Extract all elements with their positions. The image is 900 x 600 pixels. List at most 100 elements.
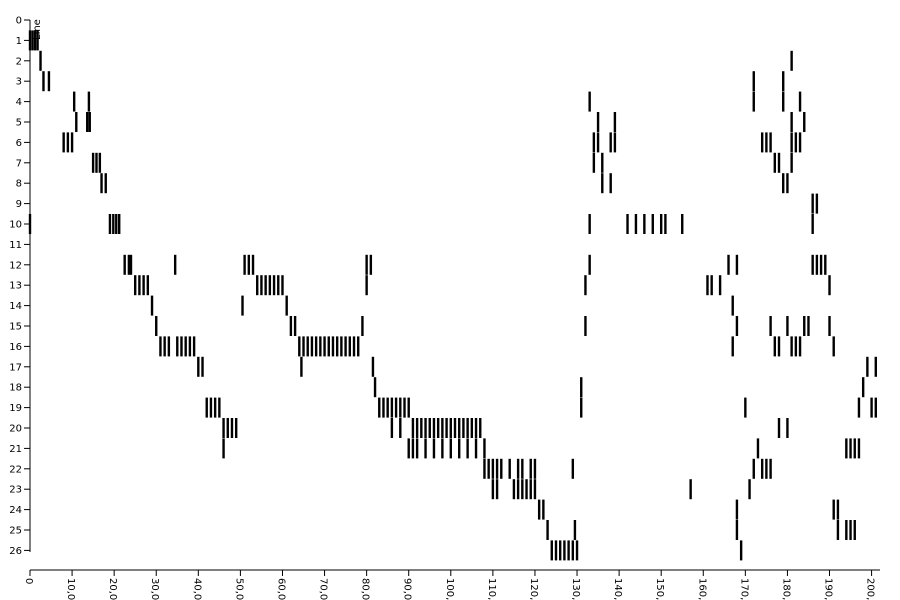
data-point — [786, 316, 789, 336]
data-point — [689, 479, 692, 500]
data-point — [819, 254, 823, 275]
y-tick-label: 5 — [16, 118, 22, 129]
y-tick-label: 4 — [16, 97, 22, 108]
data-point — [281, 275, 284, 296]
data-point — [98, 152, 102, 173]
data-point — [786, 418, 789, 438]
data-point — [293, 316, 297, 336]
data-point — [180, 336, 183, 357]
data-point — [853, 520, 856, 540]
y-tick-label: 3 — [16, 77, 22, 88]
data-point — [735, 520, 739, 540]
data-point — [390, 397, 394, 418]
data-point — [159, 336, 162, 357]
data-point — [815, 254, 819, 275]
data-point — [378, 397, 381, 418]
data-point — [407, 438, 410, 459]
data-point — [601, 173, 604, 194]
x-tick-label: 100, — [444, 578, 455, 600]
data-point — [626, 214, 629, 234]
data-point — [773, 152, 777, 173]
data-point — [584, 316, 587, 336]
data-point — [382, 397, 385, 418]
data-point — [811, 214, 814, 234]
data-point — [241, 295, 244, 316]
data-point — [790, 50, 793, 71]
data-point — [357, 336, 360, 357]
data-point — [234, 418, 238, 438]
data-point — [735, 316, 739, 336]
data-point — [323, 336, 326, 357]
data-point — [72, 91, 76, 112]
data-point — [127, 254, 131, 275]
data-point — [512, 479, 516, 500]
data-point — [104, 173, 107, 194]
x-tick-label: 170, — [738, 578, 749, 600]
data-point — [264, 275, 267, 296]
x-tick-label: 40,0 — [191, 578, 202, 600]
data-point — [710, 275, 713, 296]
data-point — [521, 479, 524, 500]
data-point — [765, 132, 768, 153]
data-point — [205, 397, 208, 418]
data-point — [331, 336, 335, 357]
data-point — [483, 438, 486, 459]
data-point — [651, 214, 654, 234]
data-point — [575, 540, 579, 561]
data-point — [803, 316, 806, 336]
y-tick-label: 0 — [16, 16, 22, 27]
data-point — [592, 152, 596, 173]
data-point — [70, 132, 74, 153]
y-tick-label: 9 — [16, 199, 22, 210]
data-point — [773, 336, 777, 357]
data-point — [769, 132, 772, 153]
data-point — [765, 458, 768, 479]
data-point — [373, 377, 377, 398]
data-point — [424, 438, 427, 459]
data-point — [118, 214, 121, 234]
data-point — [491, 458, 495, 479]
data-point — [213, 397, 217, 418]
data-point — [479, 418, 482, 438]
data-point — [760, 132, 764, 153]
data-point — [348, 336, 352, 357]
y-tick-label: 2 — [16, 56, 22, 67]
data-point — [664, 214, 667, 234]
data-point — [86, 112, 89, 132]
y-tick-label: 24 — [9, 505, 22, 516]
data-point — [874, 397, 877, 418]
data-point — [251, 254, 255, 275]
data-point — [584, 275, 587, 296]
data-point — [230, 418, 234, 438]
data-point — [66, 132, 70, 153]
data-point — [731, 295, 734, 316]
data-point — [352, 336, 356, 357]
data-point — [441, 438, 444, 459]
data-point — [596, 132, 600, 153]
data-point — [453, 418, 457, 438]
data-point — [146, 275, 150, 296]
data-point — [550, 540, 553, 561]
y-tick-label: 20 — [9, 424, 22, 435]
data-point — [706, 275, 709, 296]
data-point — [516, 479, 520, 500]
data-point — [596, 112, 600, 132]
data-point — [777, 152, 781, 173]
data-point — [243, 254, 246, 275]
data-point — [466, 418, 469, 438]
data-point — [861, 377, 865, 398]
data-point — [399, 418, 402, 438]
data-point — [533, 479, 537, 500]
data-point — [209, 397, 213, 418]
data-point — [390, 418, 394, 438]
data-point — [365, 275, 368, 296]
data-point — [580, 397, 583, 418]
data-point — [424, 418, 427, 438]
data-point — [580, 377, 583, 398]
data-point — [192, 336, 196, 357]
data-point — [849, 520, 852, 540]
data-point — [344, 336, 347, 357]
data-point — [289, 316, 293, 336]
data-point — [794, 132, 798, 153]
